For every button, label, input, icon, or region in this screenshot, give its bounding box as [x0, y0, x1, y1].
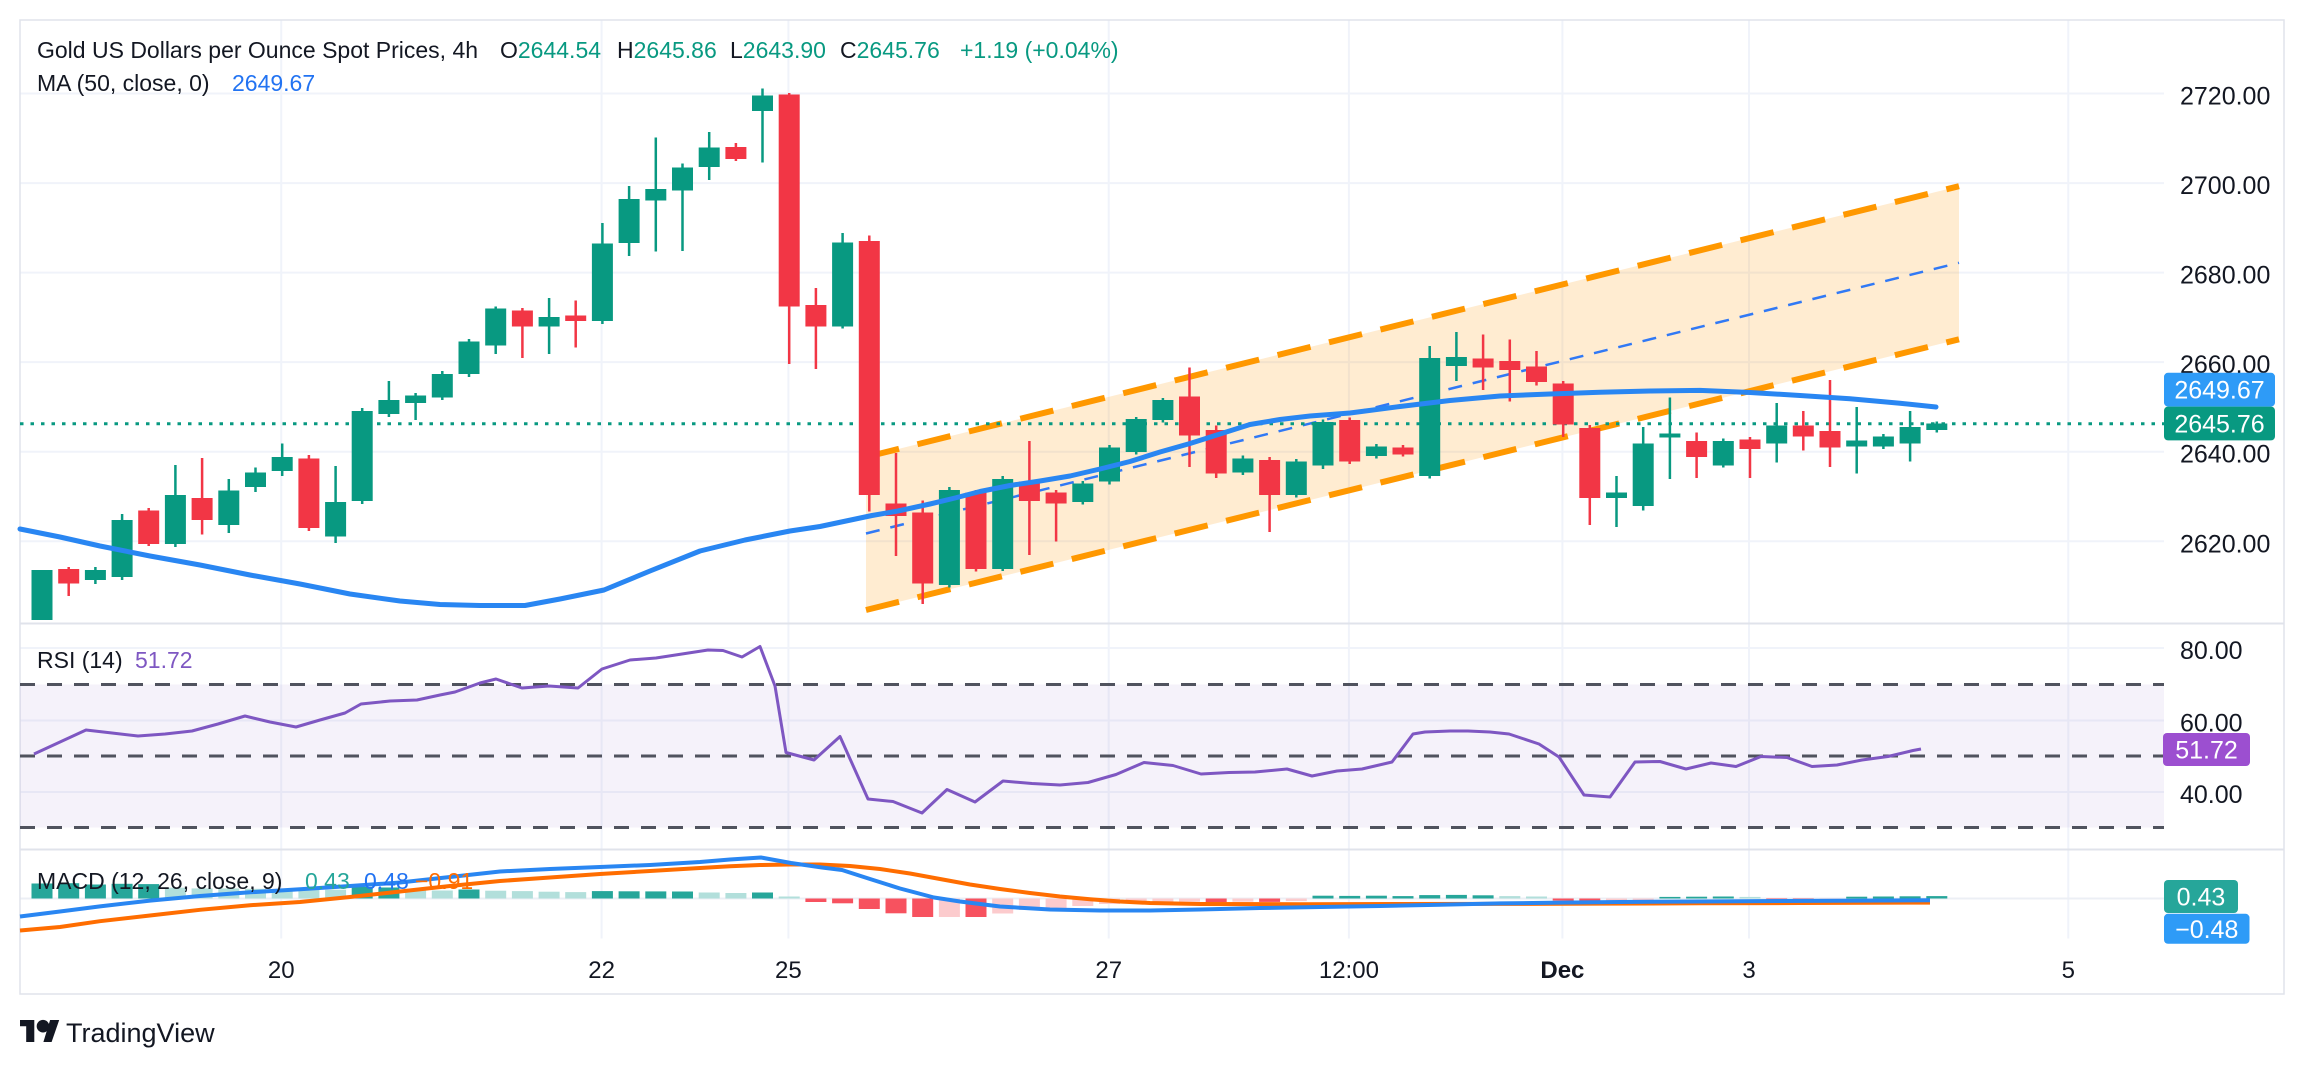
- svg-text:L2643.90: L2643.90: [730, 37, 826, 63]
- svg-text:40.00: 40.00: [2180, 781, 2243, 809]
- svg-text:27: 27: [1095, 957, 1122, 984]
- svg-text:22: 22: [588, 957, 615, 984]
- svg-text:TradingView: TradingView: [66, 1018, 215, 1048]
- svg-text:3: 3: [1742, 957, 1755, 984]
- svg-text:O2644.54: O2644.54: [500, 37, 601, 63]
- svg-text:2645.76: 2645.76: [2174, 411, 2264, 439]
- svg-text:Gold US Dollars per Ounce Spot: Gold US Dollars per Ounce Spot Prices, 4…: [37, 37, 478, 63]
- svg-text:2649.67: 2649.67: [2174, 377, 2264, 405]
- svg-text:Dec: Dec: [1540, 957, 1584, 984]
- svg-text:51.72: 51.72: [135, 647, 193, 673]
- svg-text:0.43: 0.43: [2177, 884, 2226, 912]
- svg-text:−0.91: −0.91: [415, 868, 473, 894]
- svg-text:MACD (12, 26, close, 9): MACD (12, 26, close, 9): [37, 868, 282, 894]
- svg-text:MA (50, close, 0): MA (50, close, 0): [37, 70, 210, 96]
- svg-text:2620.00: 2620.00: [2180, 530, 2270, 558]
- svg-text:51.72: 51.72: [2175, 737, 2238, 765]
- svg-text:2680.00: 2680.00: [2180, 262, 2270, 290]
- svg-text:H2645.86: H2645.86: [617, 37, 717, 63]
- svg-text:2640.00: 2640.00: [2180, 441, 2270, 469]
- svg-text:RSI (14): RSI (14): [37, 647, 123, 673]
- svg-text:2720.00: 2720.00: [2180, 83, 2270, 111]
- svg-text:12:00: 12:00: [1319, 957, 1379, 984]
- svg-text:C2645.76: C2645.76: [840, 37, 940, 63]
- svg-text:25: 25: [775, 957, 802, 984]
- svg-text:80.00: 80.00: [2180, 637, 2243, 665]
- svg-text:5: 5: [2062, 957, 2075, 984]
- svg-text:0.48: 0.48: [364, 868, 409, 894]
- svg-text:+1.19 (+0.04%): +1.19 (+0.04%): [960, 37, 1119, 63]
- svg-text:2700.00: 2700.00: [2180, 172, 2270, 200]
- svg-text:2649.67: 2649.67: [232, 70, 315, 96]
- svg-text:−0.48: −0.48: [2175, 916, 2238, 944]
- svg-text:60.00: 60.00: [2180, 710, 2243, 738]
- svg-text:20: 20: [268, 957, 295, 984]
- svg-text:0.43: 0.43: [305, 868, 350, 894]
